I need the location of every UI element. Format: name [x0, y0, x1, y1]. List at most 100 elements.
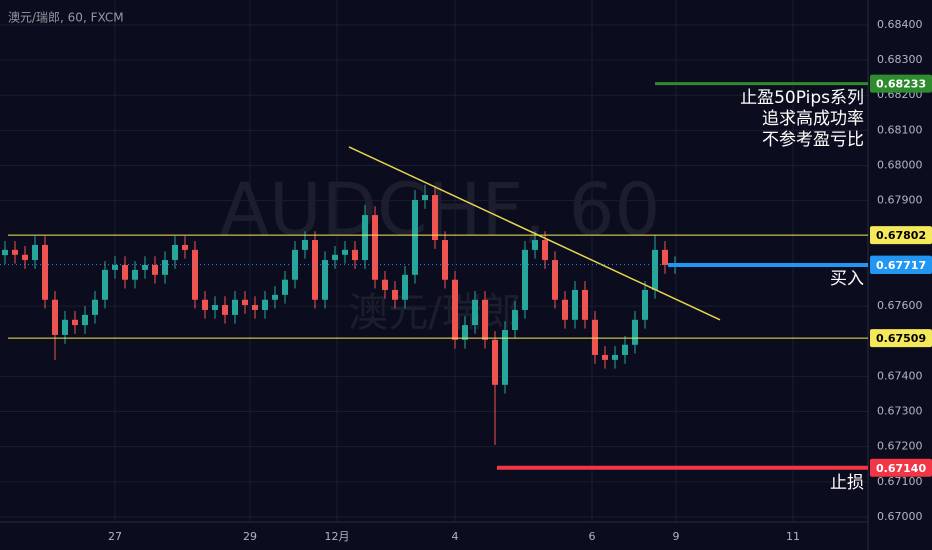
- candle-body: [382, 279, 388, 290]
- annotation: 止损: [830, 473, 864, 493]
- y-tick-label: 0.67200: [877, 440, 923, 453]
- candle-body: [532, 240, 538, 250]
- y-tick-label: 0.67400: [877, 369, 923, 382]
- watermark: AUDCHF, 60: [220, 168, 661, 252]
- x-tick-label: 4: [452, 530, 459, 543]
- candle-body: [292, 249, 298, 280]
- y-tick-label: 0.67100: [877, 475, 923, 488]
- candle-body: [332, 254, 338, 261]
- candle-body: [602, 354, 608, 360]
- price-label: 0.67509: [876, 332, 926, 345]
- candle-body: [422, 195, 428, 200]
- price-label-bg: [870, 255, 932, 274]
- price-label: 0.67802: [876, 229, 926, 242]
- candle-body: [282, 279, 288, 295]
- candle-body: [42, 244, 48, 300]
- price-label: 0.68233: [876, 78, 926, 91]
- candle-body: [202, 299, 208, 310]
- candle-body: [432, 195, 438, 241]
- candle-body: [392, 289, 398, 300]
- candle-body: [232, 299, 238, 315]
- candle-body: [522, 249, 528, 310]
- candle-body: [212, 305, 218, 310]
- chart-title: 澳元/瑞郎, 60, FXCM: [8, 11, 124, 25]
- candle-body: [272, 294, 278, 300]
- annotation: 止盈50Pips系列: [740, 88, 864, 108]
- x-tick-label: 6: [589, 530, 596, 543]
- candle-body: [492, 339, 498, 385]
- x-tick-label: 9: [673, 530, 680, 543]
- x-tick-label: 11: [786, 530, 800, 543]
- candle-body: [72, 319, 78, 326]
- watermark-sub: 澳元/瑞郎: [348, 290, 521, 336]
- candle-body: [372, 215, 378, 280]
- y-tick-label: 0.67300: [877, 405, 923, 418]
- candle-body: [342, 249, 348, 255]
- y-tick-label: 0.68400: [877, 18, 923, 31]
- candle-body: [502, 330, 508, 385]
- candle-body: [112, 264, 118, 270]
- price-label-bg: [870, 74, 932, 93]
- price-label-bg: [870, 458, 932, 477]
- candle-body: [122, 264, 128, 280]
- candle-body: [642, 289, 648, 320]
- candle-body: [562, 299, 568, 320]
- candle-body: [152, 264, 158, 275]
- candle-body: [302, 240, 308, 250]
- candle-body: [12, 249, 18, 255]
- y-tick-label: 0.67600: [877, 299, 923, 312]
- candle-body: [322, 260, 328, 300]
- candle-body: [62, 319, 68, 335]
- candle-body: [582, 289, 588, 320]
- y-tick-label: 0.68100: [877, 123, 923, 136]
- candle-body: [132, 269, 138, 280]
- x-tick-label: 12月: [325, 530, 350, 543]
- trendline: [348, 146, 721, 321]
- candle-body: [612, 354, 618, 360]
- candle-body: [352, 249, 358, 261]
- candle-body: [172, 244, 178, 261]
- candle-body: [92, 299, 98, 315]
- candle-body: [252, 305, 258, 310]
- candle-body: [192, 249, 198, 300]
- candle-body: [242, 299, 248, 306]
- candle-body: [542, 240, 548, 261]
- candle-body: [652, 249, 658, 290]
- candle-body: [262, 299, 268, 310]
- candle-body: [662, 249, 668, 265]
- candle-body: [32, 244, 38, 261]
- price-label: 0.67140: [876, 462, 926, 475]
- y-tick-label: 0.68300: [877, 53, 923, 66]
- y-tick-label: 0.67900: [877, 194, 923, 207]
- candle-body: [402, 274, 408, 300]
- candle-body: [482, 299, 488, 340]
- x-tick-label: 29: [243, 530, 257, 543]
- candle-body: [462, 325, 468, 340]
- candle-body: [622, 344, 628, 355]
- candle-body: [2, 249, 8, 256]
- price-label-bg: [870, 226, 932, 245]
- candle-body: [22, 254, 28, 261]
- candle-body: [412, 199, 418, 275]
- candle-body: [82, 314, 88, 326]
- candle-body: [222, 305, 228, 315]
- x-tick-label: 27: [108, 530, 122, 543]
- annotation: 不参考盈亏比: [762, 130, 864, 150]
- candle-body: [512, 309, 518, 330]
- candle-body: [442, 240, 448, 280]
- candle-body: [632, 319, 638, 345]
- candle-body: [52, 299, 58, 335]
- annotation: 买入: [830, 269, 864, 289]
- candle-body: [182, 244, 188, 250]
- annotation: 追求高成功率: [762, 109, 864, 129]
- price-label: 0.67717: [876, 259, 926, 272]
- y-tick-label: 0.67000: [877, 510, 923, 523]
- candle-body: [552, 260, 558, 300]
- price-label-bg: [870, 329, 932, 348]
- candle-body: [572, 289, 578, 320]
- candle-body: [162, 260, 168, 275]
- y-tick-label: 0.68000: [877, 159, 923, 172]
- candle-body: [362, 215, 368, 261]
- candle-body: [312, 240, 318, 300]
